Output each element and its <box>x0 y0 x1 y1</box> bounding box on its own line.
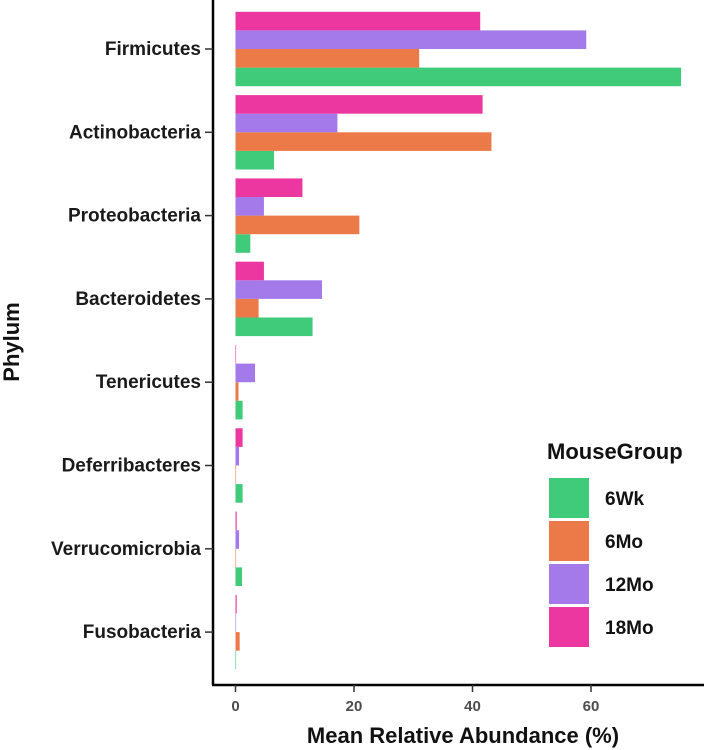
legend-label-6wk: 6Wk <box>605 489 645 510</box>
bar-proteobacteria-6wk <box>235 234 251 253</box>
legend: MouseGroup 6Wk 6Mo 12Mo 18Mo <box>547 439 683 647</box>
x-axis-title: Mean Relative Abundance (%) <box>307 723 619 748</box>
legend-key-12mo <box>549 564 589 604</box>
bar-bacteroidetes-12mo <box>235 280 323 299</box>
y-tick-label-tenericutes: Tenericutes <box>96 372 201 393</box>
y-tick-label-fusobacteria: Fusobacteria <box>83 622 202 643</box>
bar-verrucomicrobia-18mo <box>235 511 237 531</box>
x-tick-label-0: 0 <box>231 698 239 715</box>
bars-layer <box>235 11 682 670</box>
bar-actinobacteria-6wk <box>235 150 275 170</box>
bar-fusobacteria-6wk <box>235 650 237 670</box>
bar-firmicutes-6wk <box>235 67 682 87</box>
legend-key-6mo <box>549 521 589 561</box>
x-tick-label-40: 40 <box>464 698 481 715</box>
legend-label-18mo: 18Mo <box>605 618 654 639</box>
bar-bacteroidetes-18mo <box>235 261 264 281</box>
bar-deferribacteres-6mo <box>235 465 237 485</box>
legend-key-18mo <box>549 607 589 647</box>
bar-deferribacteres-12mo <box>235 446 240 466</box>
bar-proteobacteria-6mo <box>235 215 360 235</box>
y-tick-label-actinobacteria: Actinobacteria <box>69 122 201 143</box>
bar-fusobacteria-6mo <box>235 632 240 651</box>
bar-actinobacteria-12mo <box>235 113 338 133</box>
x-tick-label-60: 60 <box>583 698 600 715</box>
bar-tenericutes-6wk <box>235 400 243 420</box>
y-tick-label-proteobacteria: Proteobacteria <box>68 206 201 227</box>
bar-deferribacteres-6wk <box>235 484 243 503</box>
legend-label-12mo: 12Mo <box>605 575 654 596</box>
bar-actinobacteria-18mo <box>235 95 483 114</box>
x-ticks: 0 20 40 60 <box>231 685 599 715</box>
y-tick-label-bacteroidetes: Bacteroidetes <box>75 289 201 310</box>
bar-verrucomicrobia-12mo <box>235 530 240 549</box>
bar-proteobacteria-18mo <box>235 178 303 197</box>
legend-label-6mo: 6Mo <box>605 532 643 553</box>
bar-fusobacteria-12mo <box>235 613 237 633</box>
axes-layer <box>211 0 704 687</box>
bar-tenericutes-6mo <box>235 382 239 401</box>
y-tick-label-verrucomicrobia: Verrucomicrobia <box>51 539 201 560</box>
bar-bacteroidetes-6mo <box>235 298 259 318</box>
bar-tenericutes-18mo <box>235 345 237 364</box>
bar-fusobacteria-18mo <box>235 594 237 614</box>
bar-firmicutes-12mo <box>235 30 587 49</box>
legend-title: MouseGroup <box>547 439 683 464</box>
bar-tenericutes-12mo <box>235 363 256 383</box>
y-ticks: Firmicutes Actinobacteria Proteobacteria Ba… <box>51 39 213 643</box>
x-tick-label-20: 20 <box>346 698 363 715</box>
y-tick-label-deferribacteres: Deferribacteres <box>62 456 201 477</box>
legend-key-6wk <box>549 478 589 518</box>
bar-proteobacteria-12mo <box>235 197 264 216</box>
y-axis-title: Phylum <box>0 302 24 381</box>
bar-deferribacteres-18mo <box>235 428 243 447</box>
bar-firmicutes-6mo <box>235 49 420 68</box>
bar-actinobacteria-6mo <box>235 132 492 151</box>
y-tick-label-firmicutes: Firmicutes <box>105 39 201 60</box>
bar-verrucomicrobia-6wk <box>235 567 243 586</box>
bar-verrucomicrobia-6mo <box>235 548 237 568</box>
bar-firmicutes-18mo <box>235 11 481 31</box>
bar-bacteroidetes-6wk <box>235 317 313 337</box>
